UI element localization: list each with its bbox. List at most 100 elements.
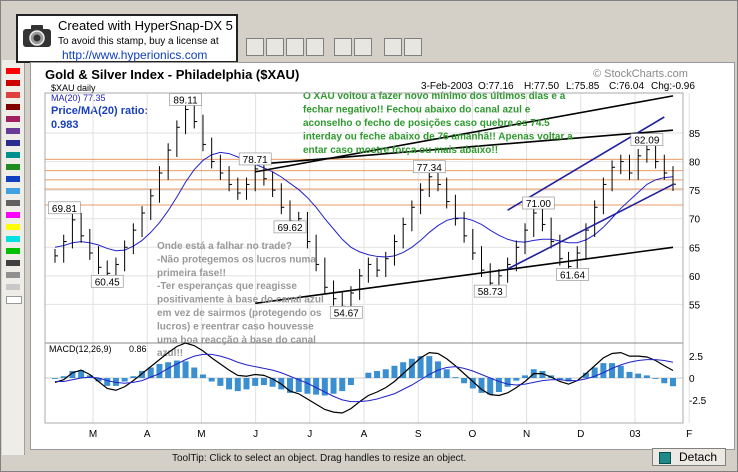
price-label-box (169, 93, 202, 106)
color-swatch[interactable] (6, 116, 20, 122)
macd-histogram-bar (243, 378, 250, 390)
price-label: 89.11 (173, 96, 198, 107)
color-swatch[interactable] (6, 272, 20, 278)
color-swatch[interactable] (6, 200, 20, 206)
annotation-bottom-line: -Não protegemos os lucros numa (157, 254, 316, 265)
macd-histogram-bar (565, 378, 572, 382)
macd-histogram-bar (199, 374, 206, 378)
price-label: 69.62 (277, 223, 302, 234)
line-tool-icon[interactable] (286, 38, 304, 56)
price-label: 78.71 (243, 155, 268, 166)
macd-histogram-bar (539, 371, 546, 378)
color-swatch[interactable] (6, 224, 20, 230)
macd-label: MACD(12,26,9) (49, 344, 112, 354)
color-swatch[interactable] (6, 284, 20, 290)
x-tick-label: J (253, 429, 258, 440)
color-swatch[interactable] (6, 188, 20, 194)
macd-histogram-bar (487, 378, 494, 395)
macd-histogram-bar (504, 378, 511, 387)
annotation-top-line: entar caso mostre força ou mais abaixo!! (303, 145, 498, 156)
price-label-box (556, 268, 589, 281)
eraser-icon[interactable] (404, 38, 422, 56)
x-tick-label: A (361, 429, 368, 440)
price-label: 61.64 (560, 270, 585, 281)
price-label: 58.73 (478, 287, 503, 298)
y-tick-label: 85 (689, 129, 701, 140)
macd-histogram-bar (461, 378, 468, 384)
macd-histogram-bar (191, 367, 198, 378)
color-line-tool-icon[interactable] (306, 38, 324, 56)
undo-icon[interactable] (384, 38, 402, 56)
macd-histogram-bar (121, 378, 128, 382)
legend-ma: MA(20) 77.35 (51, 93, 106, 103)
macd-histogram-bar (408, 358, 415, 378)
color-swatch[interactable] (6, 296, 22, 304)
color-swatch[interactable] (6, 212, 20, 218)
color-swatch[interactable] (6, 92, 20, 98)
macd-signal-line (55, 353, 674, 403)
macd-histogram-bar (495, 378, 502, 392)
macd-histogram-bar (626, 371, 633, 378)
latest-close: C:76.04 (609, 81, 644, 92)
annotation-top-line: O XAU voltou a fazer novo mínimo dos últ… (303, 91, 566, 102)
arrow-left-icon[interactable] (334, 38, 352, 56)
latest-open: O:77.16 (478, 81, 514, 92)
macd-histogram-bar (600, 363, 607, 378)
x-tick-label: J (307, 429, 312, 440)
tooltip-text: ToolTip: Click to select an object. Drag… (172, 453, 467, 464)
grid-tool-icon[interactable] (246, 38, 264, 56)
color-swatch[interactable] (6, 176, 20, 182)
annotation-bottom-line: Onde está a falhar no trade? (157, 241, 292, 252)
bars-tool-icon[interactable] (266, 38, 284, 56)
price-label: 71.00 (526, 199, 551, 210)
x-tick-label: D (577, 429, 584, 440)
price-label-box (90, 274, 124, 288)
latest-low: L:75.85 (566, 81, 600, 92)
color-swatch[interactable] (6, 248, 20, 254)
macd-histogram-bar (339, 378, 346, 392)
ratio-value: 0.983 (51, 119, 79, 131)
stamp-link[interactable]: http://www.hyperionics.com (62, 48, 208, 62)
stock-chart[interactable]: Gold & Silver Index - Philadelphia ($XAU… (31, 63, 734, 449)
color-swatch[interactable] (6, 140, 20, 146)
status-bar: ToolTip: Click to select an object. Drag… (0, 448, 738, 470)
color-swatch[interactable] (6, 80, 20, 86)
macd-histogram-bar (661, 378, 668, 384)
macd-histogram-bar (217, 378, 224, 386)
color-swatch[interactable] (6, 260, 20, 266)
arrow-right-icon[interactable] (354, 38, 372, 56)
color-swatch[interactable] (6, 236, 20, 242)
macd-histogram-bar (617, 365, 624, 378)
macd-histogram-bar (313, 378, 320, 395)
macd-histogram-bar (130, 376, 137, 378)
macd-histogram-bar (287, 378, 294, 393)
channel-lower-line[interactable] (255, 246, 674, 305)
blue-channel-lower[interactable] (507, 183, 674, 270)
macd-histogram-bar (556, 378, 563, 380)
macd-histogram-bar (582, 372, 589, 378)
color-swatch[interactable] (6, 104, 20, 110)
macd-histogram-bar (139, 371, 146, 378)
drawing-toolbar (0, 30, 738, 62)
macd-histogram-bar (670, 378, 676, 387)
ma-line (54, 151, 674, 258)
channel-top-line[interactable] (255, 95, 674, 173)
price-label-box (412, 160, 446, 174)
macd-histogram-bar (78, 370, 85, 378)
stamp-line2: To avoid this stamp, buy a license at (58, 36, 219, 47)
price-label-box (329, 306, 363, 319)
detach-button[interactable]: Detach (652, 448, 726, 466)
color-swatch[interactable] (6, 152, 20, 158)
macd-tick-label: -2.5 (689, 396, 707, 407)
color-swatch[interactable] (6, 164, 20, 170)
ratio-label: Price/MA(20) ratio: (51, 105, 148, 117)
color-swatch[interactable] (6, 128, 20, 134)
annotation-bottom-line: lucros) e reentrar caso houvesse (157, 321, 314, 332)
y-tick-label: 80 (689, 158, 701, 169)
macd-value: 0.86 (129, 344, 147, 354)
color-swatch[interactable] (6, 68, 20, 74)
macd-histogram-bar (391, 365, 398, 378)
macd-histogram-bar (478, 378, 485, 393)
blue-channel-upper[interactable] (507, 116, 665, 211)
chart-source: © StockCharts.com (593, 68, 688, 80)
